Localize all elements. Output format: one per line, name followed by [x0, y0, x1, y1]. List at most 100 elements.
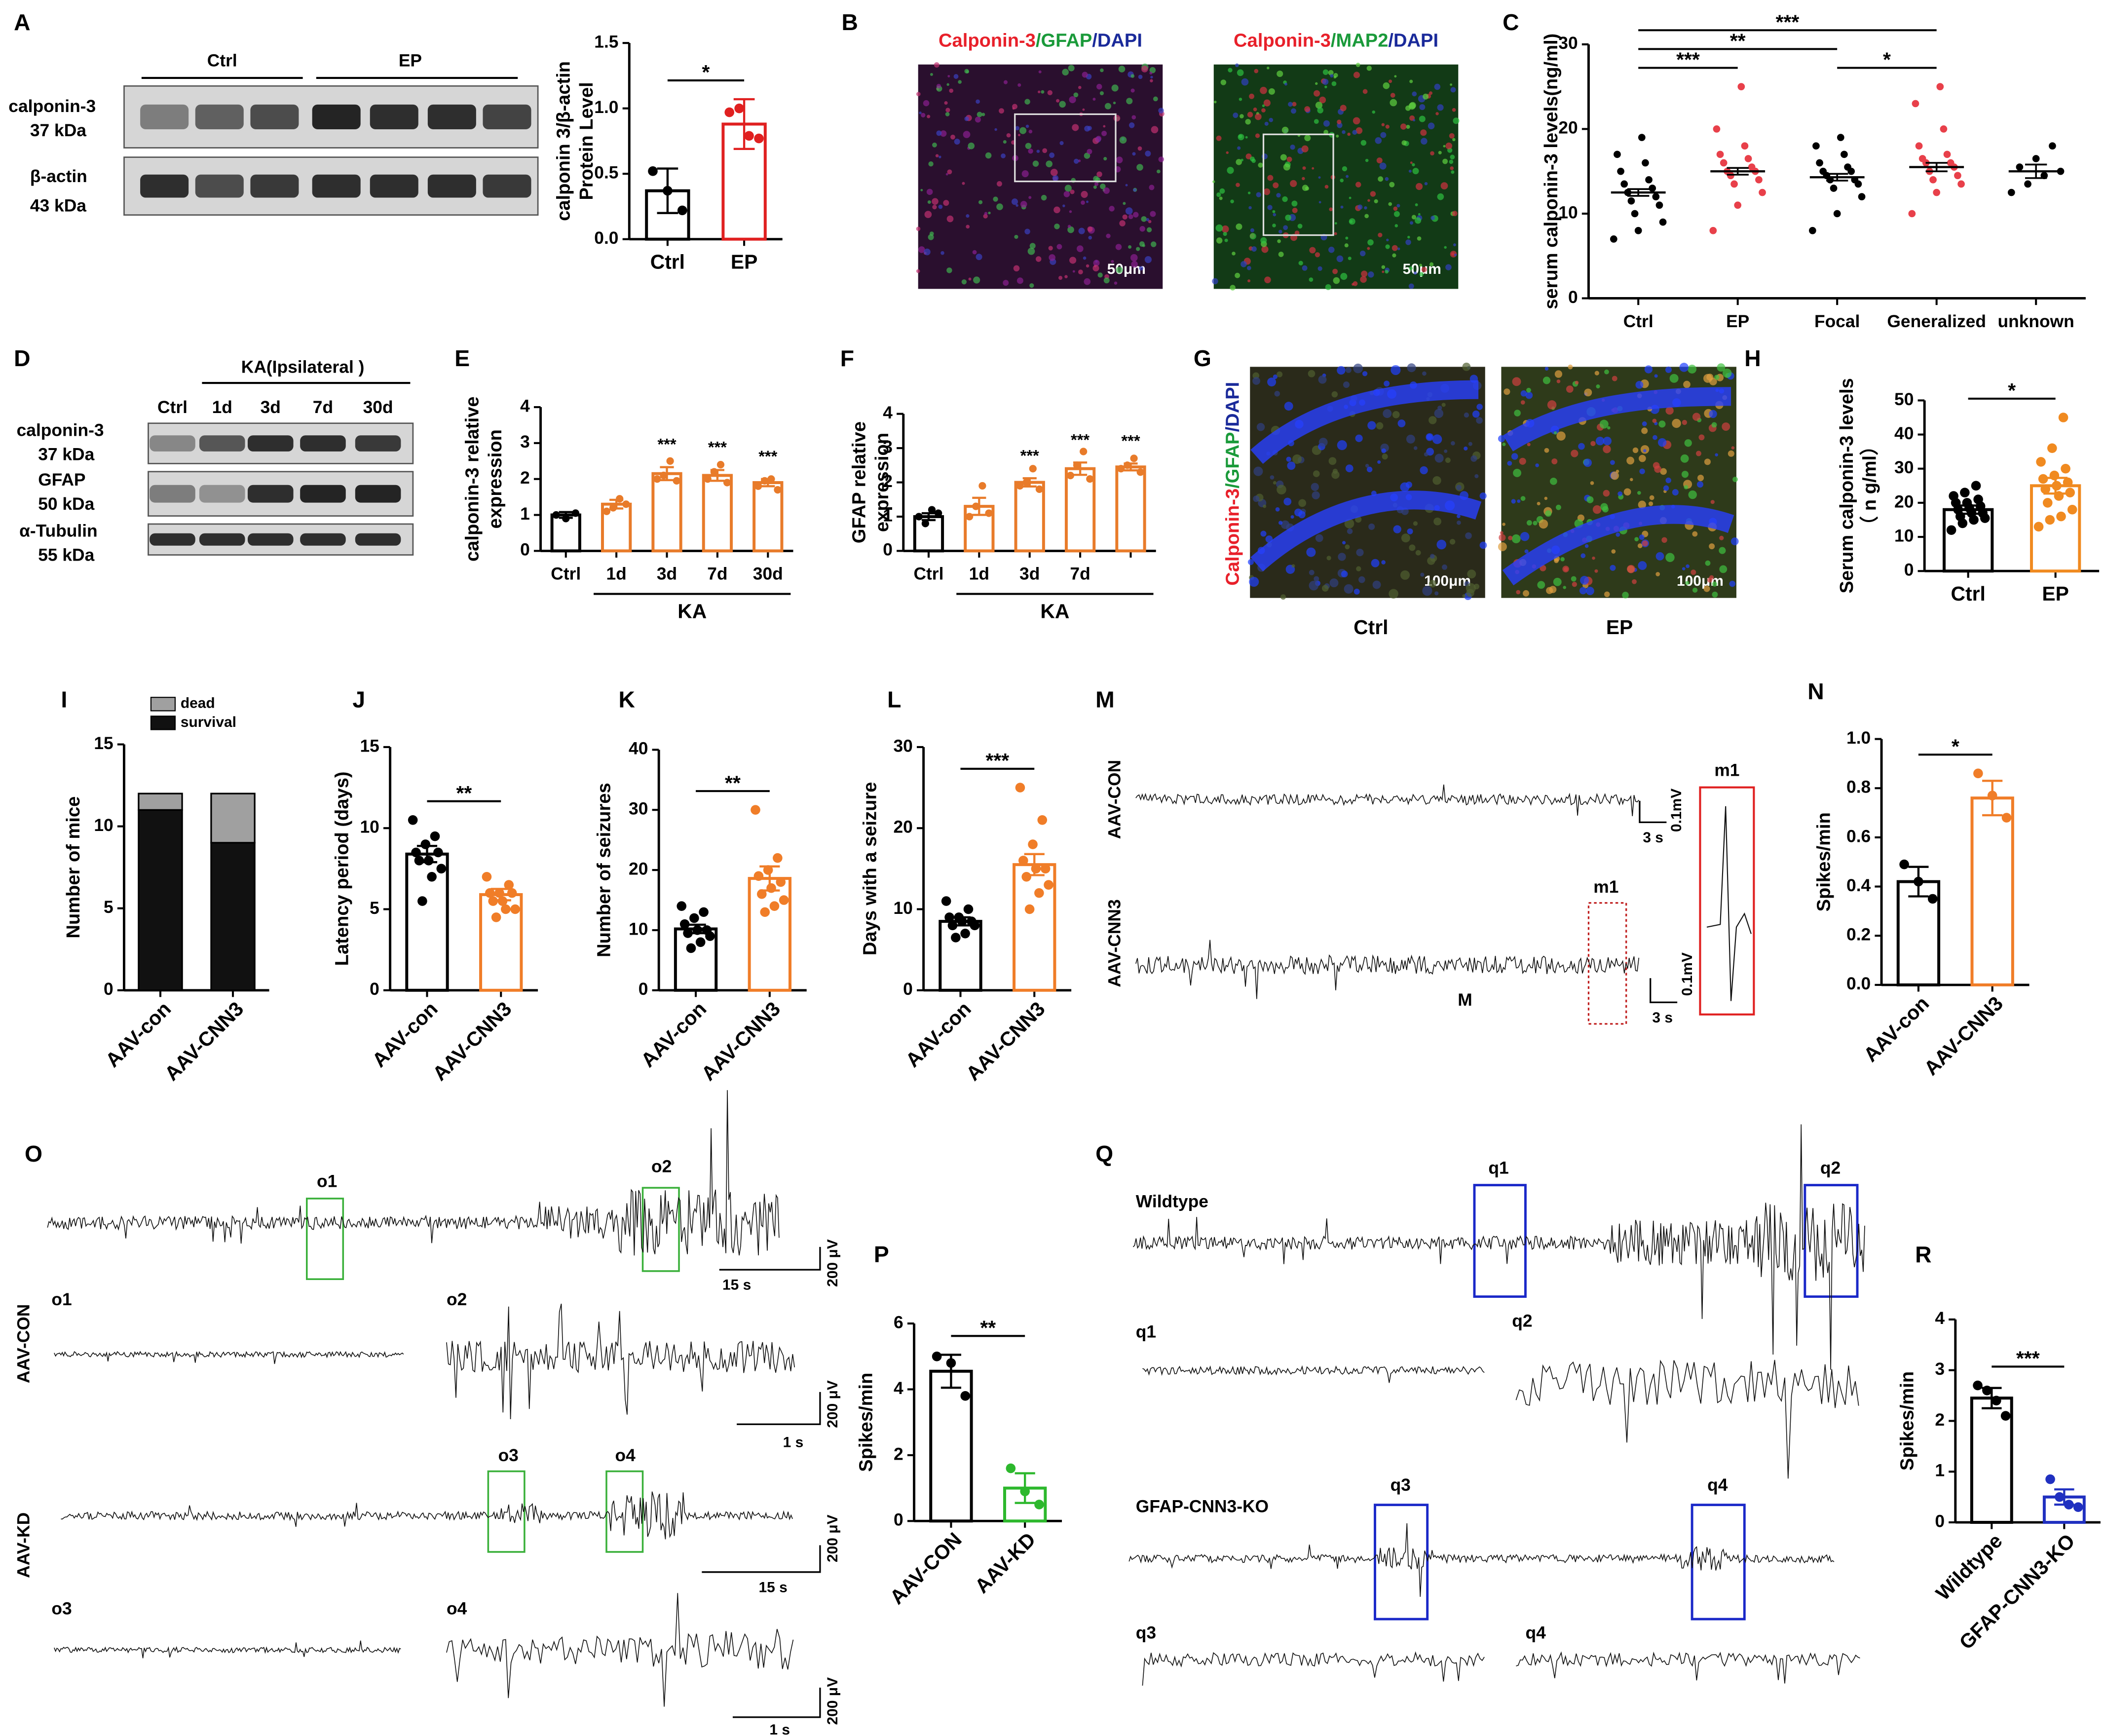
- cell: [1309, 277, 1314, 282]
- cell: [1413, 119, 1416, 122]
- cell: [1131, 261, 1138, 268]
- blot-band: [247, 485, 294, 503]
- y-tick-label: 10: [1894, 526, 1914, 545]
- data-point: [705, 931, 715, 941]
- cell: [1607, 426, 1611, 430]
- cell: [1145, 151, 1151, 157]
- cell: [946, 215, 954, 223]
- cell: [1084, 278, 1091, 285]
- data-point: [1627, 197, 1635, 205]
- cell: [1158, 156, 1165, 162]
- eeg-trace: [1142, 1365, 1485, 1383]
- cell: [1337, 366, 1346, 375]
- scale-bar-label: 15 s: [758, 1579, 787, 1595]
- data-point: [2049, 142, 2056, 150]
- blot-band: [300, 485, 346, 503]
- y-axis-label: Spikes/min: [855, 1373, 876, 1472]
- cell: [1318, 375, 1327, 384]
- blot-band: [140, 174, 189, 198]
- data-point: [774, 486, 782, 494]
- cell: [1352, 130, 1357, 135]
- y-tick-label: 20: [629, 859, 648, 878]
- data-point: [757, 889, 767, 899]
- eeg-trace: [47, 1090, 780, 1256]
- blot-band: [300, 435, 346, 452]
- stain-title: Calponin-3/MAP2/DAPI: [1234, 30, 1438, 51]
- scale-bar-label: 0.1mV: [1679, 952, 1695, 996]
- error-bar: [733, 98, 755, 150]
- data-point: [2058, 413, 2068, 422]
- bar: [752, 481, 784, 553]
- cell: [1642, 540, 1648, 547]
- cell: [1604, 369, 1609, 375]
- cell: [1249, 233, 1256, 240]
- cell: [1617, 491, 1623, 496]
- blot-band: [355, 485, 401, 503]
- cell: [1003, 140, 1007, 144]
- cell: [1338, 553, 1346, 561]
- cell: [1423, 93, 1429, 100]
- data-point: [1759, 189, 1766, 196]
- y-tick-label: 6: [894, 1313, 903, 1332]
- cell: [1131, 115, 1136, 120]
- cell: [1334, 232, 1337, 235]
- significance: *: [1952, 735, 1959, 757]
- cell: [1367, 421, 1376, 430]
- cell: [1424, 182, 1428, 186]
- data-point: [935, 509, 942, 517]
- cell: [1683, 380, 1691, 388]
- cell: [1381, 560, 1386, 565]
- cell: [1451, 170, 1455, 174]
- blot-band: [483, 104, 531, 129]
- cell: [1372, 580, 1381, 589]
- roi-box: [1262, 133, 1334, 236]
- data-point: [1610, 235, 1617, 243]
- cell: [1139, 266, 1144, 271]
- data-point: [1073, 461, 1081, 469]
- cell: [1382, 270, 1385, 273]
- cell: [1722, 422, 1730, 431]
- cell: [1383, 82, 1390, 89]
- bar: [1896, 880, 1941, 986]
- panel-label: A: [14, 9, 30, 35]
- cell: [1093, 176, 1099, 182]
- cell: [1378, 176, 1384, 182]
- cell: [1283, 163, 1290, 171]
- cell: [1273, 213, 1277, 217]
- y-tick-label: 4: [1935, 1309, 1945, 1328]
- cell: [1025, 143, 1032, 149]
- cell: [1334, 222, 1337, 225]
- eeg-trace: [1132, 1124, 1865, 1370]
- cell: [1653, 435, 1657, 440]
- data-point: [1638, 134, 1646, 141]
- cell: [1360, 276, 1367, 283]
- significance: **: [725, 771, 741, 794]
- cell: [1128, 214, 1133, 220]
- cell: [1457, 520, 1461, 525]
- cell: [1236, 159, 1242, 165]
- cell: [1331, 81, 1337, 86]
- cell: [1337, 440, 1347, 451]
- cell: [1241, 78, 1249, 86]
- cell: [1714, 375, 1720, 380]
- cell: [1212, 278, 1218, 285]
- y-axis-label: serum calponin-3 levels(ng/ml): [1541, 34, 1562, 309]
- cell: [920, 189, 923, 191]
- cell: [1385, 124, 1390, 129]
- cell: [1374, 199, 1378, 203]
- cell: [1468, 442, 1472, 446]
- cell: [1253, 466, 1263, 476]
- cell: [1261, 108, 1266, 113]
- cell: [1323, 120, 1330, 127]
- zoom-label: o1: [317, 1172, 337, 1191]
- cell: [1419, 272, 1424, 277]
- cell: [1603, 490, 1610, 497]
- cell: [993, 196, 998, 202]
- x-tick-label: 30d: [753, 565, 783, 584]
- data-point: [430, 831, 440, 841]
- data-point: [1620, 180, 1628, 188]
- cell: [1696, 451, 1701, 456]
- y-tick-label: 0: [104, 980, 113, 999]
- cell: [1419, 264, 1423, 267]
- y-tick-label: 0: [903, 980, 913, 999]
